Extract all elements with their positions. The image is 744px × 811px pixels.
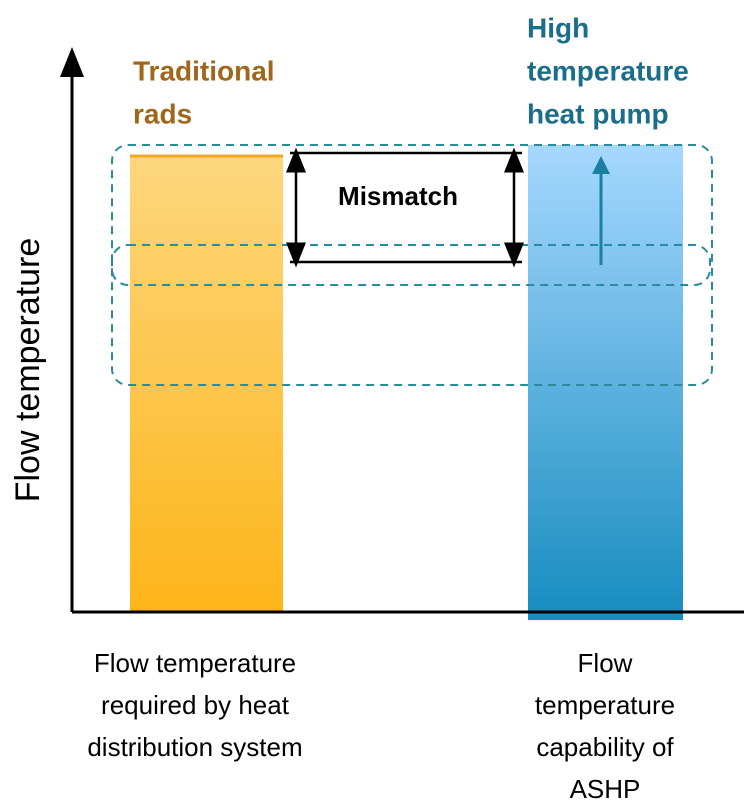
x-label: ASHP: [570, 774, 641, 804]
x-label: capability of: [536, 732, 674, 762]
dashed-box-small: [111, 244, 711, 286]
right-bar-label: heat pump: [527, 98, 669, 129]
x-label: Flow: [578, 648, 633, 678]
right-bar-label: temperature: [527, 55, 689, 86]
dashed-box-large: [111, 144, 713, 386]
left-bar-label: rads: [133, 98, 192, 129]
left-bar-label: Traditional: [133, 55, 275, 86]
y-axis-label: Flow temperature: [9, 238, 47, 503]
left-bar: [130, 155, 283, 612]
x-label: temperature: [535, 690, 675, 720]
x-label: distribution system: [87, 732, 302, 762]
right-bar-label: High: [527, 12, 589, 43]
x-label: required by heat: [101, 690, 290, 720]
right-bar: [528, 145, 683, 620]
mismatch-label: Mismatch: [338, 181, 458, 211]
x-label: Flow temperature: [94, 648, 296, 678]
